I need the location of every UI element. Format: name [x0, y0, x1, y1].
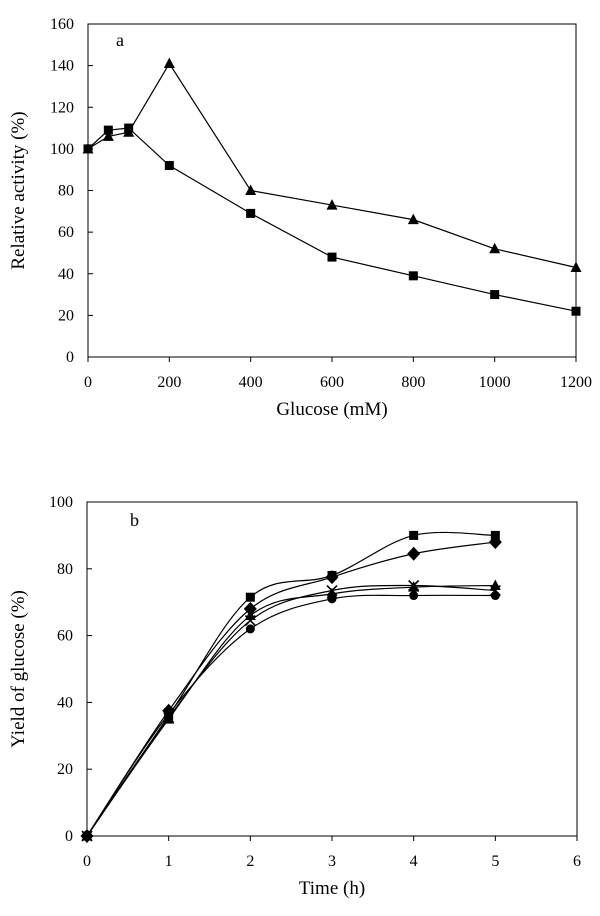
data-point-cross	[326, 584, 338, 597]
data-point-triangle	[163, 57, 175, 69]
data-point-square	[490, 290, 500, 300]
data-point-triangle	[245, 184, 257, 195]
series-triangle	[82, 57, 582, 273]
y-tick-label: 80	[57, 561, 73, 578]
y-axis-label: Yield of glucose (%)	[8, 590, 29, 748]
x-tick-label: 600	[320, 374, 344, 391]
data-point-triangle	[102, 130, 114, 141]
data-point-circle	[164, 709, 174, 719]
series-square	[83, 123, 581, 316]
x-axis-label: Glucose (mM)	[276, 399, 387, 420]
data-point-triangle	[326, 199, 338, 210]
y-axis-label: Relative activity (%)	[8, 111, 29, 269]
data-point-square	[245, 592, 255, 602]
data-point-square	[103, 125, 113, 135]
series-cross	[81, 579, 501, 842]
x-tick-label: 200	[157, 374, 181, 391]
y-tick-label: 0	[65, 828, 73, 845]
panel-label: b	[130, 510, 139, 530]
data-point-square	[409, 530, 419, 540]
x-axis-label: Time (h)	[299, 878, 365, 899]
x-tick-label: 4	[410, 853, 418, 870]
y-tick-label: 100	[50, 141, 74, 158]
data-point-cross	[408, 579, 420, 592]
plot-frame	[86, 501, 578, 837]
data-point-triangle	[570, 261, 582, 273]
x-tick-label: 0	[83, 853, 91, 870]
data-point-circle	[409, 591, 419, 601]
series-line-circle	[86, 594, 496, 837]
y-tick-label: 20	[58, 307, 74, 324]
series-square	[82, 530, 500, 841]
x-tick-label: 3	[328, 853, 336, 870]
data-point-circle	[490, 591, 500, 601]
data-point-diamond	[407, 546, 421, 561]
chart-b: 0 20 40 60 80 100 0 1 2 3 4 5 6 Time (h) Yield of gluc…	[8, 494, 581, 899]
series-circle	[82, 591, 500, 841]
panel-label: a	[116, 30, 124, 50]
data-point-diamond	[243, 601, 257, 616]
data-point-square	[327, 252, 337, 262]
y-tick-label: 160	[50, 16, 74, 33]
series-line-square	[86, 531, 496, 837]
series-line-triangle	[87, 62, 577, 269]
y-tick-label: 0	[66, 349, 74, 366]
x-tick-label: 1000	[479, 374, 511, 391]
x-tick-label: 0	[84, 374, 92, 391]
data-point-square	[408, 271, 418, 281]
data-point-diamond	[488, 535, 502, 550]
x-tick-label: 800	[401, 374, 425, 391]
data-point-cross	[244, 615, 256, 627]
y-tick-label: 40	[57, 694, 73, 711]
x-tick-label: 1200	[560, 374, 592, 391]
series-line-cross	[86, 584, 496, 837]
plot-frame	[87, 23, 577, 358]
data-point-square	[164, 161, 174, 171]
y-tick-label: 140	[50, 58, 74, 75]
series-line-triangle	[86, 584, 496, 837]
data-point-circle	[82, 831, 92, 841]
x-tick-label: 5	[491, 853, 499, 870]
y-tick-label: 120	[50, 99, 74, 116]
y-tick-label: 20	[57, 761, 73, 778]
data-point-square	[246, 208, 256, 218]
data-point-circle	[245, 624, 255, 634]
data-point-triangle	[489, 242, 501, 254]
series-line-square	[87, 127, 577, 312]
data-point-square	[571, 306, 581, 316]
chart-a: 0 20 40 60 80 100 120 140 160 0 200 400 600 800 1000 12…	[8, 16, 592, 420]
y-tick-label: 40	[58, 266, 74, 283]
data-point-circle	[327, 594, 337, 604]
data-point-square	[124, 123, 134, 133]
data-point-triangle	[489, 579, 501, 590]
series-triangle	[81, 579, 501, 841]
data-point-diamond	[325, 570, 339, 585]
y-tick-label: 80	[58, 183, 74, 200]
x-tick-label: 400	[239, 374, 263, 391]
data-point-triangle	[407, 213, 419, 225]
x-tick-label: 2	[246, 853, 254, 870]
y-tick-label: 60	[57, 628, 73, 645]
x-tick-label: 1	[165, 853, 173, 870]
y-tick-label: 60	[58, 224, 74, 241]
x-tick-label: 6	[573, 853, 581, 870]
y-tick-label: 100	[49, 494, 73, 511]
data-point-square	[83, 144, 93, 154]
